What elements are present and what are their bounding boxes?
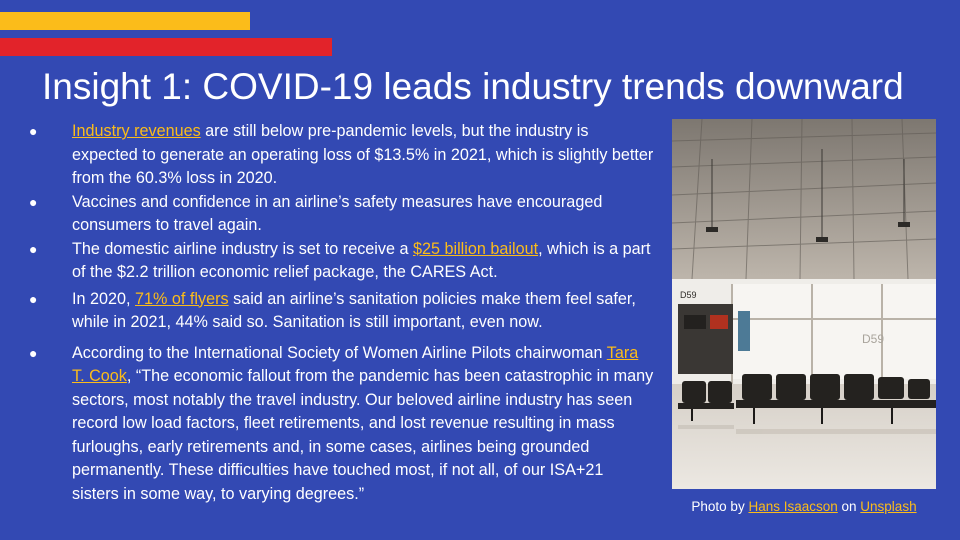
bullet-text: said an airline’s sanitation policies ma… <box>72 289 636 332</box>
tara-cook-link[interactable]: Tara T. Cook <box>72 343 639 386</box>
photographer-link[interactable]: Hans Isaacson <box>748 499 838 514</box>
bullet-dot-icon: ● <box>29 240 38 257</box>
bullet-item: ● Industry revenues are still below pre-… <box>24 120 654 191</box>
bullet-dot-icon: ● <box>29 290 38 307</box>
caption-text: Photo by <box>691 499 749 514</box>
flyers-link[interactable]: 71% of flyers <box>135 289 229 308</box>
gate-sign-left: D59 <box>680 290 697 300</box>
bullet-dot-icon: ● <box>29 123 38 139</box>
industry-revenues-link[interactable]: Industry revenues <box>72 122 201 140</box>
bullet-dot-icon: ● <box>29 193 38 210</box>
gate-sign-right: D59 <box>862 332 884 346</box>
bullet-text: , which is a part of the $2.2 trillion e… <box>72 239 651 282</box>
bailout-link[interactable]: $25 billion bailout <box>412 239 539 258</box>
caption-text: on <box>837 499 861 514</box>
photo-caption: Photo by Hans Isaacson on Unsplash <box>672 498 936 516</box>
bullet-text: are still below pre-pandemic levels, but… <box>72 122 654 187</box>
bullet-item: ● Vaccines and confidence in an airline’… <box>24 191 654 238</box>
accent-bar-yellow <box>0 12 250 30</box>
bullet-item: ● According to the International Society… <box>24 342 654 507</box>
bullet-text: In 2020, <box>72 289 136 308</box>
bullet-item: ● The domestic airline industry is set t… <box>24 238 654 285</box>
bullet-text: , “The economic fallout from the pandemi… <box>72 367 654 503</box>
slide-title: Insight 1: COVID-19 leads industry trend… <box>42 66 904 107</box>
airport-gate-photo: D59 D59 <box>672 119 936 489</box>
bullet-text: According to the International Society o… <box>72 343 607 362</box>
bullet-list: ● Industry revenues are still below pre-… <box>24 120 654 506</box>
bullet-item: ● In 2020, 71% of flyers said an airline… <box>24 288 654 335</box>
bullet-text: The domestic airline industry is set to … <box>72 239 413 258</box>
bullet-dot-icon: ● <box>29 344 38 361</box>
accent-bar-red <box>0 38 332 56</box>
bullet-text: Vaccines and confidence in an airline’s … <box>72 192 603 235</box>
unsplash-link[interactable]: Unsplash <box>860 499 917 514</box>
